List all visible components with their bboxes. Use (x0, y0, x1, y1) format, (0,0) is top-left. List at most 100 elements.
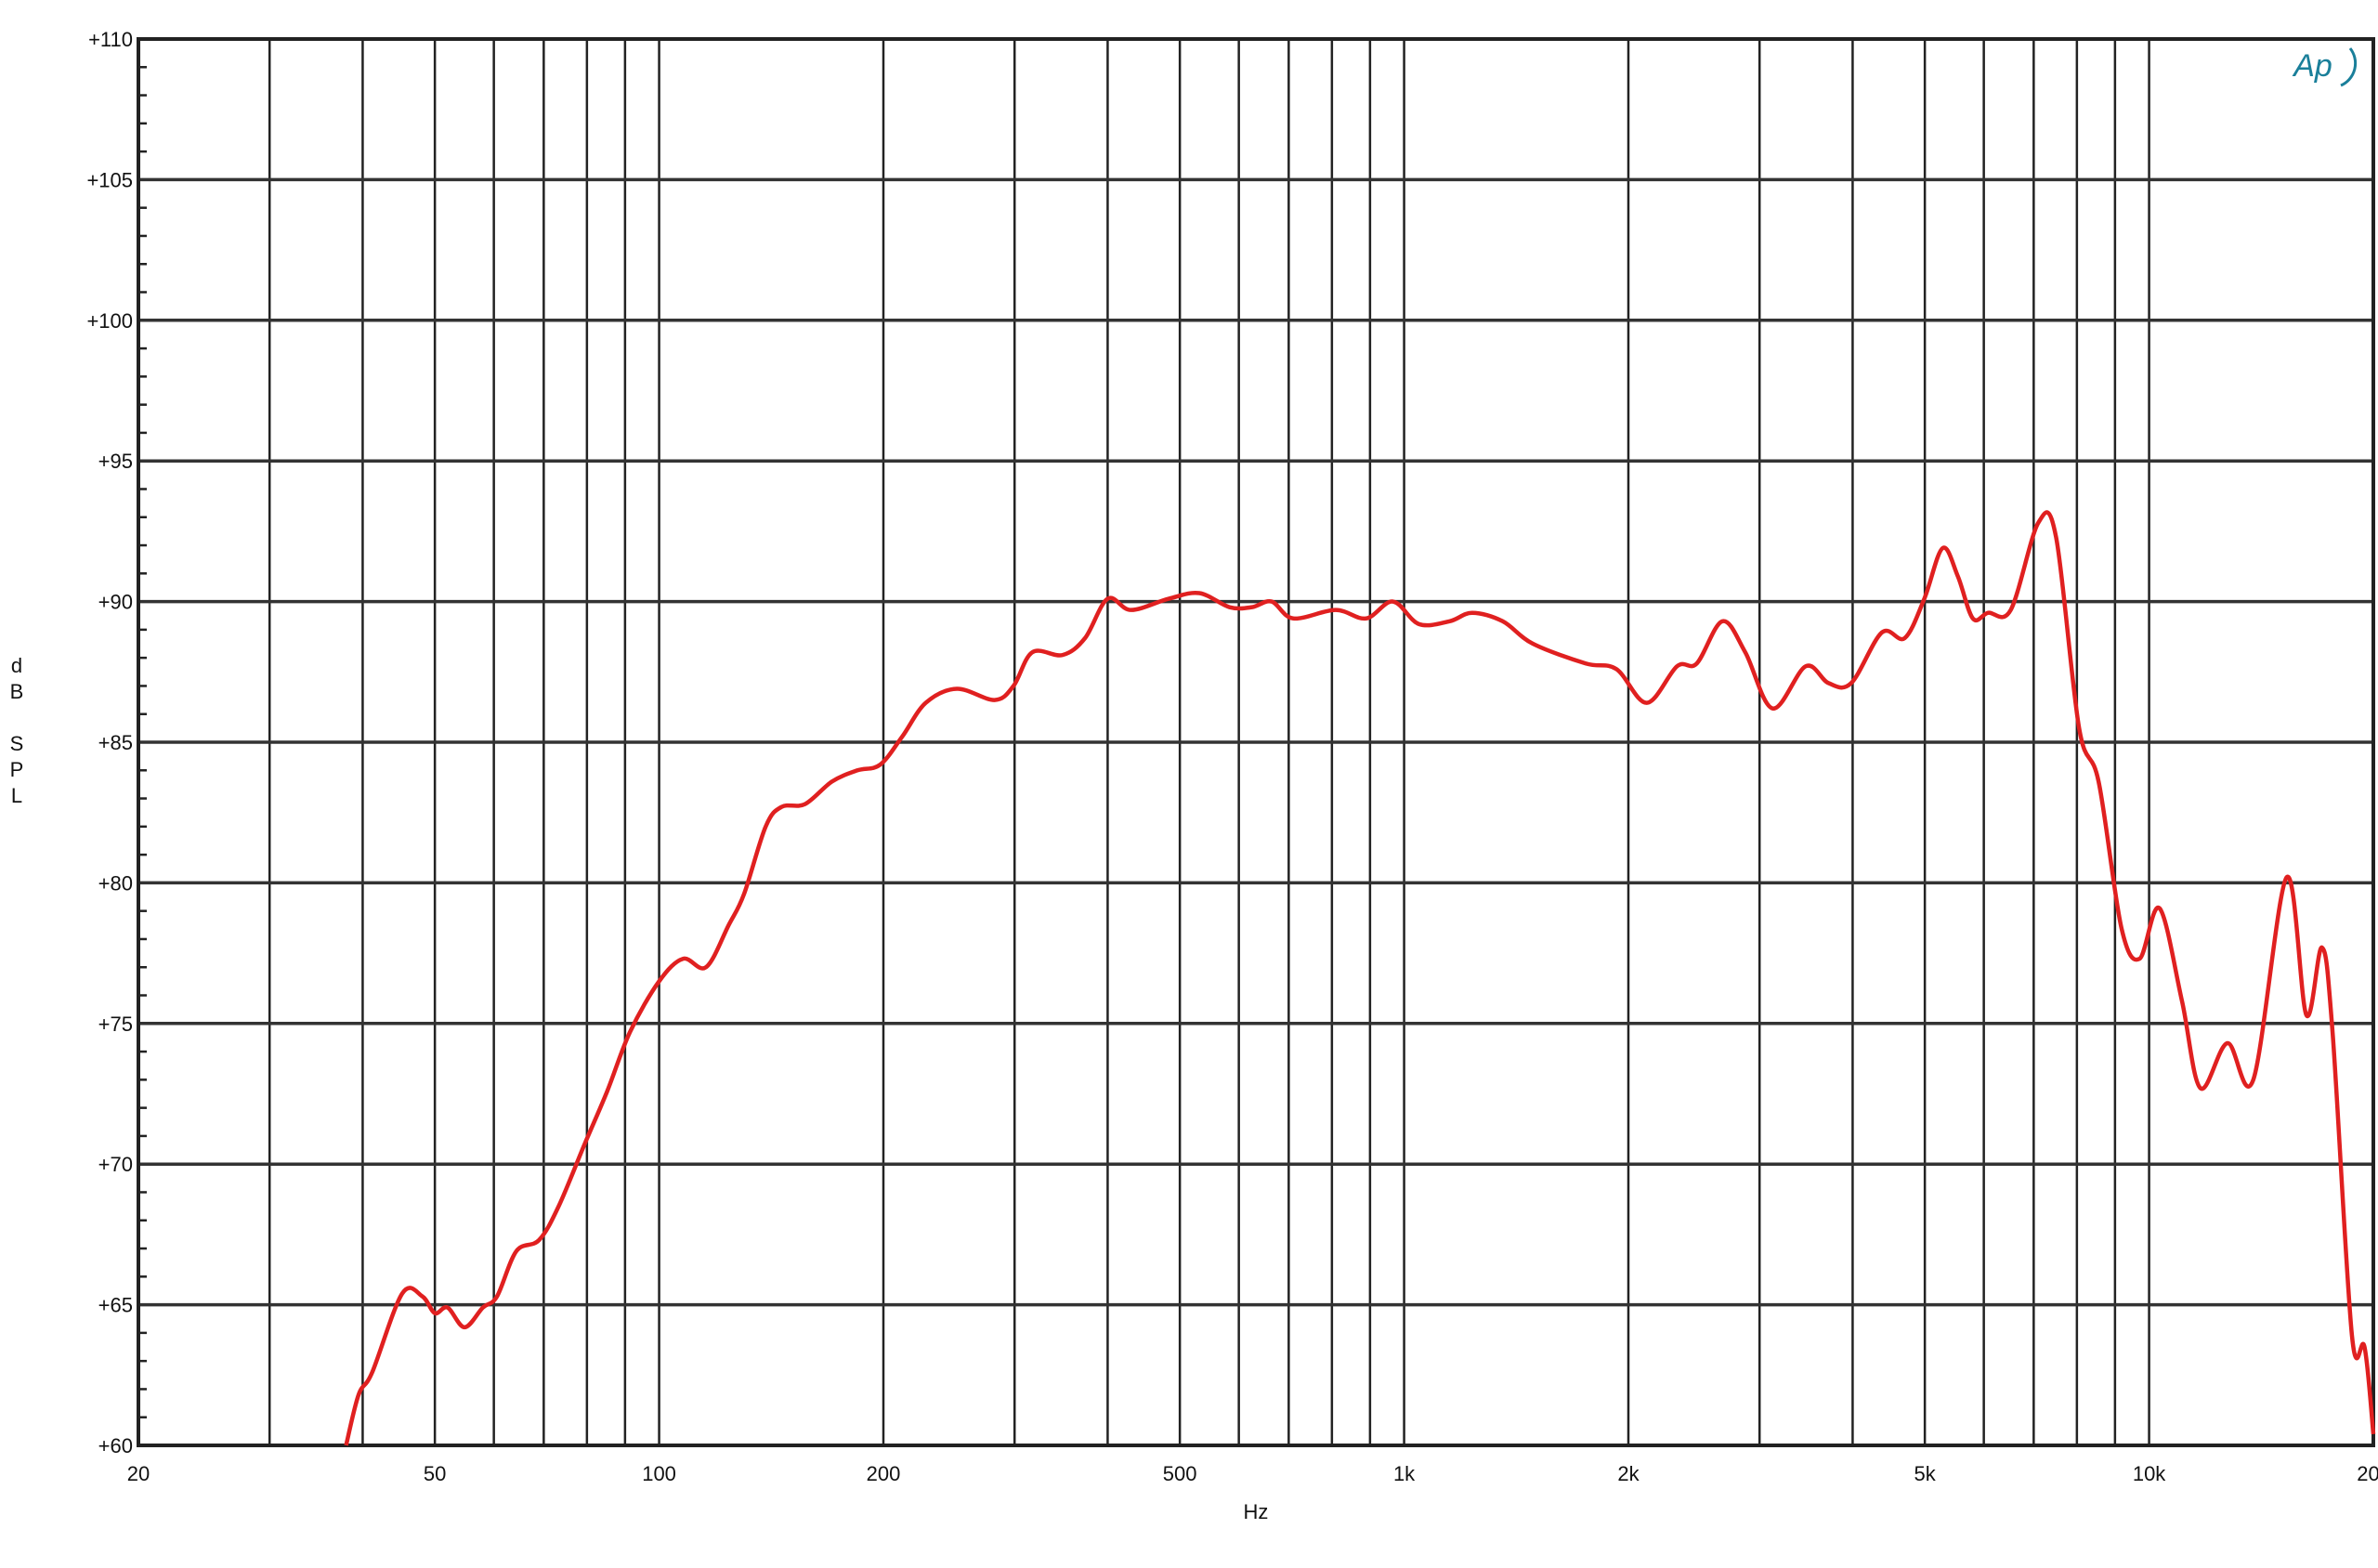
ap-logo-text: Ap (2292, 48, 2332, 84)
y-tick-label: +105 (86, 168, 133, 191)
x-tick-label: 200 (867, 1462, 901, 1485)
data-point (1988, 612, 1989, 613)
data-point (2351, 1335, 2352, 1336)
data-point (482, 1307, 483, 1308)
y-tick-label: +80 (98, 871, 133, 895)
data-point (1418, 623, 1419, 624)
data-point (2364, 1347, 2365, 1348)
data-point (1828, 683, 1829, 684)
data-point (706, 967, 707, 968)
x-tick-label: 1k (1393, 1462, 1416, 1485)
data-point (2038, 522, 2039, 523)
data-point (728, 924, 729, 925)
data-point (781, 806, 782, 807)
data-point (2373, 1433, 2374, 1434)
data-point (1251, 607, 1252, 608)
data-point (447, 1307, 448, 1308)
data-point (2253, 1079, 2254, 1080)
x-tick-label: 5k (1914, 1462, 1937, 1485)
x-tick-label: 2k (1617, 1462, 1640, 1485)
y-axis: +60 +65 +70 +75 +80 +85 +90 +95 +100 +105 +110 (86, 28, 147, 1457)
data-point (2321, 947, 2322, 948)
data-point (1677, 666, 1678, 667)
plot-frame (137, 37, 2375, 1447)
data-point (2227, 1042, 2228, 1043)
data-point (2286, 877, 2287, 878)
data-point (659, 981, 660, 982)
data-point (1616, 669, 1617, 670)
y-axis-title-letter: d (11, 654, 22, 677)
data-point (401, 1293, 402, 1294)
y-tick-label: +85 (98, 731, 133, 754)
data-point (902, 736, 903, 737)
data-point (630, 1031, 631, 1032)
data-point (1229, 607, 1230, 608)
data-point (1586, 663, 1587, 664)
data-point (765, 826, 766, 827)
data-point (957, 688, 958, 689)
data-point (1957, 576, 1958, 577)
y-tick-label: +75 (98, 1013, 133, 1036)
x-tick-label: 100 (642, 1462, 676, 1485)
y-axis-title-letter: S (10, 732, 24, 755)
data-point (1972, 618, 1973, 619)
x-tick-label: 20k (2357, 1462, 2378, 1485)
data-point (2332, 1031, 2333, 1032)
data-point (584, 1144, 585, 1145)
data-point (2139, 959, 2140, 960)
data-point (857, 770, 858, 771)
x-tick-label: 20 (127, 1462, 150, 1485)
data-point (2098, 781, 2099, 782)
data-point (1130, 609, 1131, 610)
data-point (497, 1296, 498, 1297)
x-tick-label: 10k (2133, 1462, 2166, 1485)
data-point (464, 1326, 465, 1327)
data-point (1107, 598, 1108, 599)
data-point (1032, 652, 1033, 653)
data-point (743, 894, 744, 895)
data-point (2181, 1000, 2182, 1001)
data-point (1392, 601, 1393, 602)
y-tick-label: +95 (98, 450, 133, 473)
data-point (2200, 1088, 2201, 1089)
data-point (422, 1296, 423, 1297)
series-line-0 (344, 510, 2376, 1446)
x-axis: 20 50 100 200 500 1k 2k 5k 10k 20k (127, 1462, 2378, 1485)
data-point (1805, 666, 1806, 667)
y-axis-title-letter: B (10, 680, 24, 703)
data-point (880, 764, 881, 765)
data-point (1085, 637, 1086, 638)
data-point (539, 1239, 540, 1240)
data-point (2121, 927, 2122, 928)
data-point (1293, 618, 1294, 619)
y-tick-label: +110 (88, 28, 133, 51)
data-point (1199, 593, 1200, 594)
series-layer (344, 510, 2376, 1446)
data-point (2056, 536, 2057, 537)
data-point (1924, 598, 1925, 599)
data-point (1271, 601, 1272, 602)
data-point (925, 702, 926, 703)
data-point (2079, 727, 2080, 728)
data-point (831, 781, 832, 782)
x-axis-title: Hz (1244, 1500, 1269, 1523)
x-tick-label: 500 (1163, 1462, 1197, 1485)
y-tick-label: +100 (86, 309, 133, 333)
data-point (2010, 609, 2011, 610)
data-point (1471, 612, 1472, 613)
data-point (1533, 644, 1534, 645)
y-tick-label: +90 (98, 591, 133, 614)
data-point (1881, 632, 1882, 633)
data-point (1062, 655, 1063, 656)
y-tick-label: +65 (98, 1294, 133, 1317)
y-axis-title-letter: P (10, 758, 24, 781)
y-axis-title: dB SPL (10, 654, 24, 807)
data-point (1904, 637, 1905, 638)
data-point (1696, 663, 1697, 664)
grid (138, 37, 2373, 1447)
data-point (1365, 618, 1366, 619)
data-point (1744, 652, 1745, 653)
data-point (558, 1206, 559, 1207)
data-point (994, 699, 995, 700)
